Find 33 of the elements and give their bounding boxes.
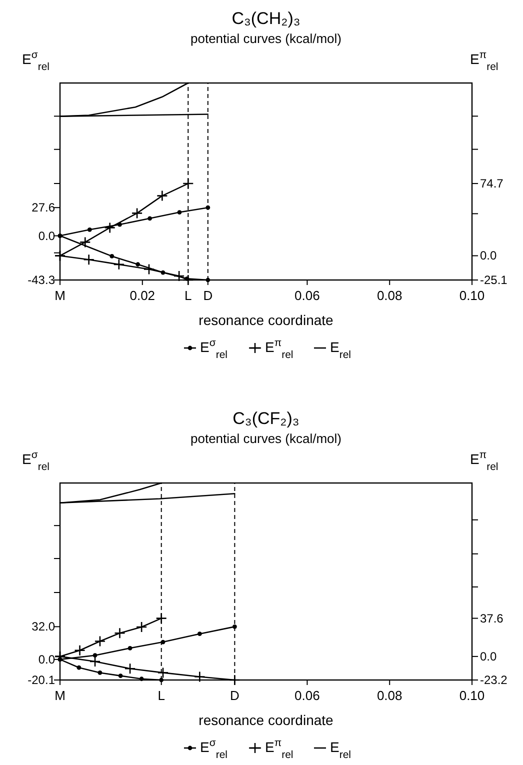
x-tick-label: 0.08 bbox=[376, 688, 402, 703]
x-tick-label: 0.08 bbox=[376, 288, 402, 303]
x-tick-label: 0.02 bbox=[130, 288, 156, 303]
y2-tick-label: 0.0 bbox=[480, 649, 498, 664]
y-tick-label: -20.1 bbox=[28, 673, 56, 687]
y-tick-label: 0.0 bbox=[38, 652, 56, 666]
y2-tick-label: 0.0 bbox=[480, 248, 498, 263]
legend-label: E$_{rel}$ bbox=[330, 739, 352, 761]
x-tick-label: D bbox=[230, 688, 240, 703]
x-tick-label: M bbox=[54, 688, 66, 703]
x-axis-title: resonance coordinate bbox=[198, 712, 334, 728]
x-tick-label: 0.10 bbox=[459, 688, 485, 703]
chart-subtitle: potential curves (kcal/mol) bbox=[190, 31, 342, 46]
y2-tick-label: -25.1 bbox=[480, 273, 508, 287]
x-tick-label: 0.06 bbox=[294, 688, 320, 703]
chart-title: C₃(CF₂)₃ bbox=[232, 409, 300, 428]
y-tick-label: 0.0 bbox=[38, 228, 56, 243]
y2-tick-label: 74.7 bbox=[480, 176, 504, 191]
x-tick-label: D bbox=[203, 288, 213, 303]
legend-label: E$_{rel}$ bbox=[330, 339, 352, 361]
y-tick-label: 27.6 bbox=[32, 200, 56, 215]
y2-tick-label: -23.2 bbox=[480, 673, 508, 687]
x-tick-label: 0.06 bbox=[294, 288, 320, 303]
y2-tick-label: 37.6 bbox=[480, 611, 504, 626]
chart-subtitle: potential curves (kcal/mol) bbox=[190, 431, 342, 446]
x-tick-label: M bbox=[54, 288, 66, 303]
x-tick-label: 0.10 bbox=[459, 288, 485, 303]
y-tick-label: 32.0 bbox=[32, 620, 56, 634]
x-tick-label: L bbox=[158, 688, 165, 703]
x-axis-title: resonance coordinate bbox=[198, 312, 334, 328]
y-tick-label: -43.3 bbox=[28, 273, 56, 287]
x-tick-label: L bbox=[184, 288, 192, 303]
chart-title: C₃(CH₂)₃ bbox=[232, 9, 300, 28]
